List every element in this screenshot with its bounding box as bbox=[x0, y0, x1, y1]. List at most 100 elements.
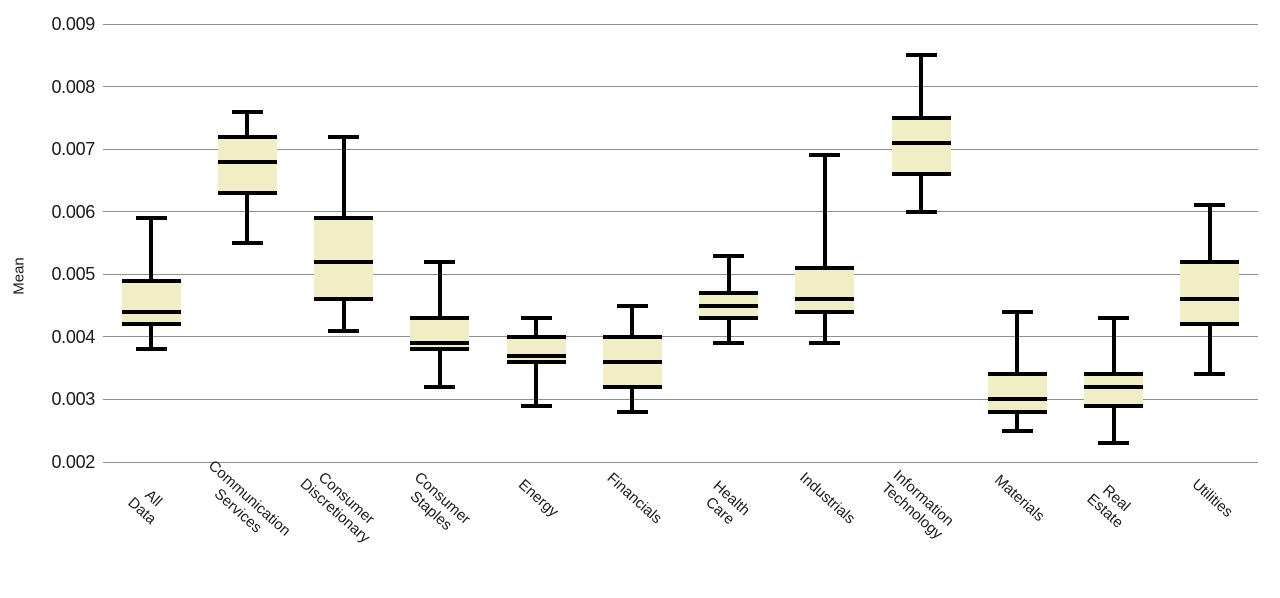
y-tick-label: 0.007 bbox=[51, 139, 95, 160]
box-plot-all-data-median bbox=[121, 309, 181, 314]
gridline bbox=[103, 336, 1258, 338]
box-plot-information-technology-median bbox=[891, 140, 951, 145]
box-plot-utilities-median bbox=[1180, 297, 1240, 302]
box-plot-utilities-upper-cap bbox=[1194, 203, 1226, 208]
box-plot-utilities-upper-whisker bbox=[1207, 205, 1212, 262]
box-plot-consumer-discretionary-box bbox=[314, 215, 374, 302]
box-plot-communication-services-upper-cap bbox=[231, 109, 263, 114]
x-category-label: Industrials bbox=[796, 469, 859, 528]
gridline bbox=[103, 273, 1258, 275]
y-tick-label: 0.003 bbox=[51, 389, 95, 410]
y-tick-label: 0.004 bbox=[51, 326, 95, 347]
gridline bbox=[103, 148, 1258, 150]
box-plot-all-data-box bbox=[121, 278, 181, 327]
box-plot-information-technology-upper-cap bbox=[905, 53, 937, 58]
box-plot-all-data-upper-cap bbox=[135, 215, 167, 220]
y-tick-label: 0.005 bbox=[51, 264, 95, 285]
box-plot-consumer-staples-median bbox=[410, 341, 470, 346]
box-plot-industrials-lower-cap bbox=[809, 341, 841, 346]
box-plot-all-data-lower-cap bbox=[135, 347, 167, 352]
box-plot-real-estate-upper-whisker bbox=[1111, 318, 1116, 375]
box-plot-industrials-median bbox=[795, 297, 855, 302]
box-plot-energy-lower-cap bbox=[520, 403, 552, 408]
x-category-label: Health Care bbox=[701, 477, 753, 529]
x-category-label: Consumer Discretionary bbox=[296, 468, 378, 547]
gridline bbox=[103, 86, 1258, 88]
box-plot-materials-median bbox=[987, 397, 1047, 402]
box-plot-consumer-staples-upper-whisker bbox=[437, 261, 442, 319]
box-plot-communication-services-box bbox=[217, 134, 277, 195]
x-category-label: Communication Services bbox=[205, 457, 295, 540]
box-plot-real-estate-lower-whisker bbox=[1111, 405, 1116, 444]
gridline bbox=[103, 23, 1258, 25]
box-plot-financials-upper-cap bbox=[616, 303, 648, 308]
box-plot-consumer-staples-lower-whisker bbox=[437, 349, 442, 387]
x-category-label: Financials bbox=[603, 469, 666, 528]
box-plot-energy-lower-whisker bbox=[534, 361, 539, 406]
box-plot-consumer-discretionary-lower-cap bbox=[328, 328, 360, 333]
box-plot-consumer-discretionary-median bbox=[314, 259, 374, 264]
box-plot-materials-lower-cap bbox=[1001, 428, 1033, 433]
box-plot-information-technology-box bbox=[891, 115, 951, 177]
box-plot-utilities-lower-whisker bbox=[1207, 324, 1212, 375]
box-plot-financials-median bbox=[602, 359, 662, 364]
box-plot-consumer-discretionary-lower-whisker bbox=[341, 299, 346, 331]
box-plot-information-technology-lower-whisker bbox=[919, 174, 924, 212]
box-plot-energy-upper-cap bbox=[520, 316, 552, 321]
x-category-label: Consumer Staples bbox=[406, 468, 474, 535]
y-tick-label: 0.009 bbox=[51, 14, 95, 34]
box-plot-health-care-lower-cap bbox=[713, 341, 745, 346]
y-tick-label: 0.002 bbox=[51, 452, 95, 472]
box-plot-information-technology-lower-cap bbox=[905, 209, 937, 214]
y-tick-label: 0.008 bbox=[51, 76, 95, 97]
box-plot-consumer-staples-upper-cap bbox=[424, 259, 456, 264]
box-plot-industrials-upper-cap bbox=[809, 153, 841, 158]
x-category-label: Energy bbox=[515, 476, 562, 521]
box-plot-all-data-lower-whisker bbox=[149, 324, 154, 350]
box-plot-communication-services-lower-whisker bbox=[245, 192, 250, 243]
box-plot-financials-lower-cap bbox=[616, 409, 648, 414]
gridline bbox=[103, 398, 1258, 400]
box-plot-financials-upper-whisker bbox=[630, 305, 635, 337]
box-plot-consumer-staples-box bbox=[410, 316, 470, 352]
box-plot-materials-box bbox=[987, 372, 1047, 414]
box-plot-health-care-lower-whisker bbox=[726, 318, 731, 344]
gridline bbox=[103, 211, 1258, 213]
box-plot-communication-services-median bbox=[217, 159, 277, 164]
x-category-label: Information Technology bbox=[878, 466, 958, 543]
box-plot-real-estate-lower-cap bbox=[1098, 441, 1130, 446]
box-plot-real-estate-box bbox=[1084, 372, 1144, 408]
box-plot-financials-lower-whisker bbox=[630, 386, 635, 412]
box-plot-real-estate-upper-cap bbox=[1098, 316, 1130, 321]
y-axis: 0.009 0.008 0.007 0.006 0.005 0.004 0.003 0.002 bbox=[0, 0, 103, 598]
plot-area bbox=[103, 23, 1258, 463]
box-plot-consumer-staples-lower-cap bbox=[424, 384, 456, 389]
box-plot-communication-services-lower-cap bbox=[231, 241, 263, 245]
box-plot-industrials-lower-whisker bbox=[822, 311, 827, 344]
x-category-label: All Data bbox=[124, 486, 166, 528]
y-tick-label: 0.006 bbox=[51, 201, 95, 222]
box-plot-energy-median bbox=[506, 353, 566, 358]
box-plot-materials-lower-whisker bbox=[1015, 411, 1020, 431]
box-plot-energy-box bbox=[506, 334, 566, 364]
box-plot-information-technology-upper-whisker bbox=[919, 55, 924, 118]
box-plot-industrials-box bbox=[795, 266, 855, 314]
box-plot-health-care-median bbox=[699, 303, 759, 308]
box-plot-consumer-discretionary-upper-cap bbox=[328, 134, 360, 139]
box-plot-communication-services-upper-whisker bbox=[245, 111, 250, 137]
box-plot-utilities-lower-cap bbox=[1194, 372, 1226, 377]
box-plot-consumer-discretionary-upper-whisker bbox=[341, 136, 346, 218]
x-category-label: Real Estate bbox=[1083, 481, 1134, 532]
box-plot-health-care-upper-cap bbox=[713, 253, 745, 258]
box-plot-industrials-upper-whisker bbox=[822, 155, 827, 269]
box-plot-real-estate-median bbox=[1084, 384, 1144, 389]
x-category-label: Materials bbox=[991, 471, 1048, 525]
box-plot-all-data-upper-whisker bbox=[149, 217, 154, 281]
x-category-label: Utilities bbox=[1188, 475, 1236, 521]
box-plot-energy-upper-whisker bbox=[534, 318, 539, 337]
box-plot-materials-upper-cap bbox=[1001, 309, 1033, 314]
box-plot-materials-upper-whisker bbox=[1015, 311, 1020, 375]
box-plot-health-care-upper-whisker bbox=[726, 255, 731, 294]
